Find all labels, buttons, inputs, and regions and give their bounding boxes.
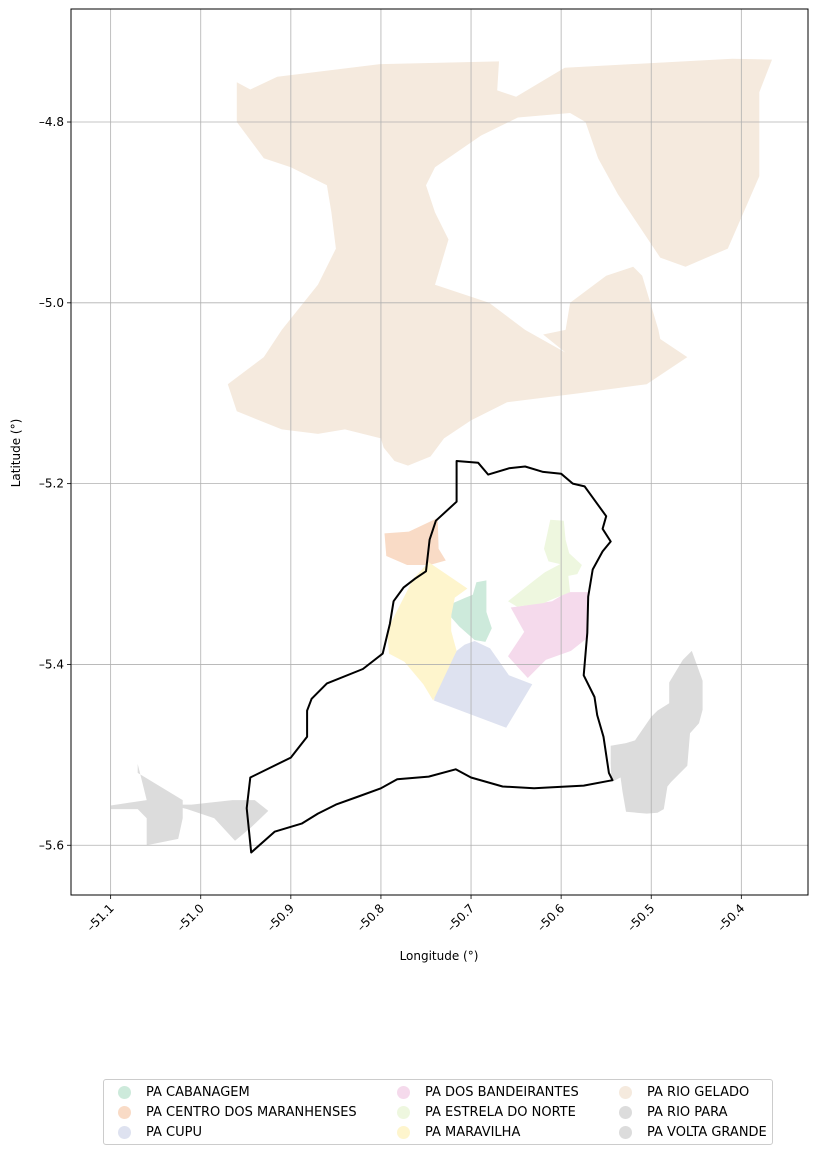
legend-item: PA VOLTA GRANDE <box>619 1125 767 1140</box>
grid-lines <box>71 9 808 895</box>
polygon-pa-volta-grande <box>610 650 703 814</box>
legend-label: PA ESTRELA DO NORTE <box>425 1105 576 1120</box>
y-axis-label: Latitude (°) <box>9 419 23 488</box>
x-tick-label: –50.6 <box>534 901 567 934</box>
map-plot: –51.1 –51.0 –50.9 –50.8 –50.7 –50.6 –50.5 –50.4… <box>9 8 809 963</box>
polygon-pa-cupu <box>434 641 533 728</box>
legend-marker-icon <box>619 1126 632 1139</box>
legend-label: PA RIO PARA <box>647 1105 728 1120</box>
x-tick-label: –51.0 <box>174 901 207 934</box>
legend-item: PA CUPU <box>118 1125 202 1140</box>
polygon-pa-centro-dos-maranhenses <box>384 518 446 565</box>
legend-marker-icon <box>619 1106 632 1119</box>
legend: PA CABANAGEM PA CENTRO DOS MARANHENSES P… <box>103 1079 773 1145</box>
legend-label: PA MARAVILHA <box>425 1125 521 1140</box>
polygon-pa-cabanagem <box>451 580 492 642</box>
legend-label: PA CABANAGEM <box>146 1085 250 1100</box>
x-tick-label: –50.5 <box>624 901 657 934</box>
y-axis-ticks: –4.8 –5.0 –5.2 –5.4 –5.6 <box>39 115 71 852</box>
legend-marker-icon <box>118 1086 131 1099</box>
legend-item: PA MARAVILHA <box>397 1125 520 1140</box>
polygon-pa-estrela-do-norte <box>508 519 582 607</box>
polygon-pa-rio-gelado <box>227 58 773 466</box>
x-tick-label: –50.9 <box>264 901 297 934</box>
legend-marker-icon <box>619 1086 632 1099</box>
x-tick-label: –50.4 <box>714 901 747 934</box>
y-tick-label: –5.4 <box>39 657 64 671</box>
legend-marker-icon <box>397 1086 410 1099</box>
settlement-polygons <box>110 58 773 846</box>
legend-marker-icon <box>118 1106 131 1119</box>
legend-marker-icon <box>118 1126 131 1139</box>
legend-item: PA RIO PARA <box>619 1105 728 1120</box>
legend-item: PA RIO GELADO <box>619 1085 749 1100</box>
legend-label: PA VOLTA GRANDE <box>647 1125 767 1140</box>
y-tick-label: –5.2 <box>39 477 64 491</box>
polygon-pa-dos-bandeirantes <box>508 592 589 678</box>
legend-item: PA ESTRELA DO NORTE <box>397 1105 576 1120</box>
legend-item: PA CABANAGEM <box>118 1085 250 1100</box>
legend-label: PA DOS BANDEIRANTES <box>425 1085 579 1100</box>
y-tick-label: –4.8 <box>39 115 64 129</box>
x-tick-label: –51.1 <box>84 901 117 934</box>
legend-marker-icon <box>397 1106 410 1119</box>
polygon-pa-maravilha <box>387 562 468 701</box>
x-axis-label: Longitude (°) <box>400 949 479 963</box>
plot-frame <box>70 8 809 896</box>
legend-item: PA DOS BANDEIRANTES <box>397 1085 579 1100</box>
municipality-boundary <box>245 460 614 854</box>
legend-item: PA CENTRO DOS MARANHENSES <box>118 1105 357 1120</box>
y-tick-label: –5.0 <box>39 296 64 310</box>
x-tick-label: –50.7 <box>444 901 477 934</box>
y-tick-label: –5.6 <box>39 838 64 852</box>
legend-label: PA CENTRO DOS MARANHENSES <box>146 1105 357 1120</box>
legend-label: PA RIO GELADO <box>647 1085 750 1100</box>
x-axis-ticks: –51.1 –51.0 –50.9 –50.8 –50.7 –50.6 –50.5 –50.4 <box>84 895 747 934</box>
boundary-outline <box>245 460 614 854</box>
legend-marker-icon <box>397 1126 410 1139</box>
polygon-pa-volta-grande <box>169 800 269 841</box>
x-tick-label: –50.8 <box>354 901 387 934</box>
polygon-pa-rio-para <box>110 763 183 846</box>
legend-label: PA CUPU <box>146 1125 202 1140</box>
